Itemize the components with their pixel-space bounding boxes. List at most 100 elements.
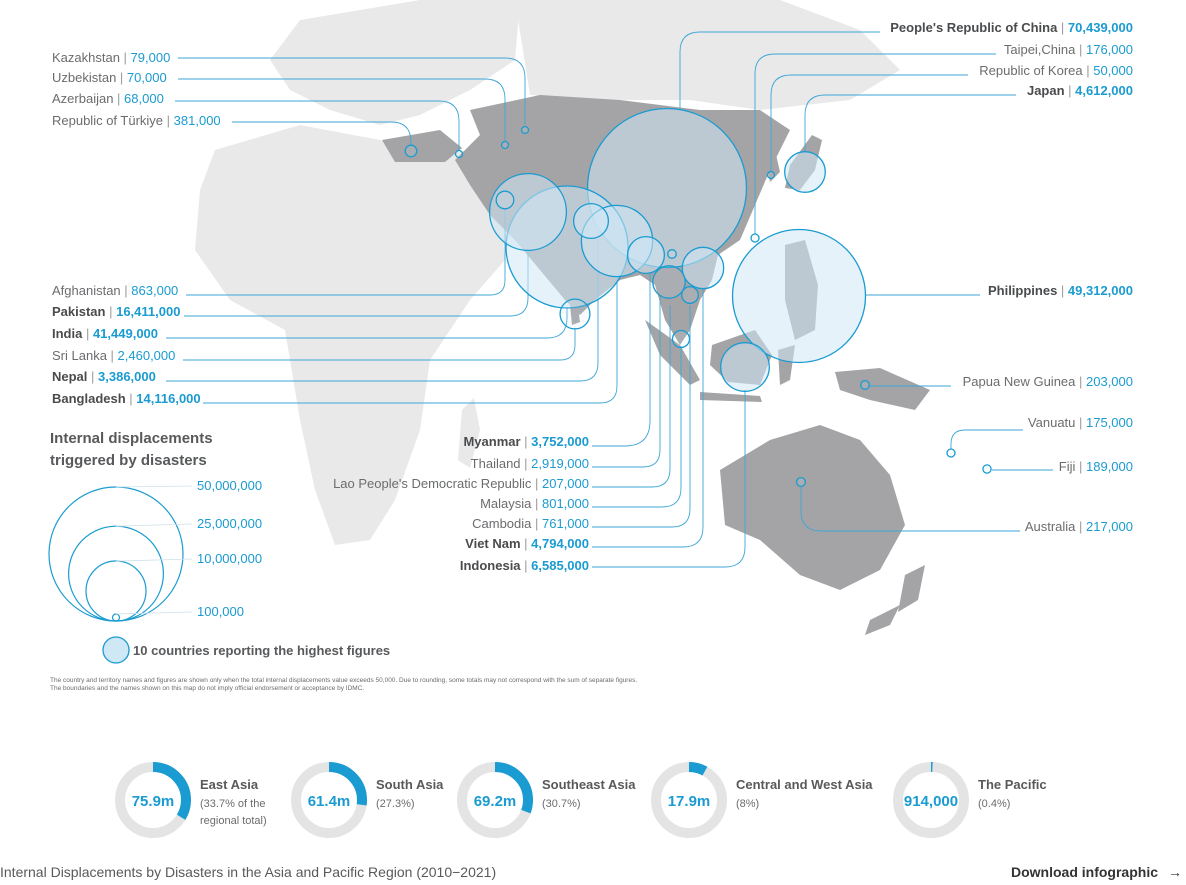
leader-uzbekistan [178,78,506,141]
bubble-malaysia[interactable] [671,329,691,349]
label-separator: | [521,456,532,471]
label-separator: | [521,536,532,551]
label-country-value: 203,000 [1086,374,1133,389]
leader-pakistan [184,250,529,317]
label-country-value: 801,000 [542,496,589,511]
donut-region-name: Central and West Asia [736,777,873,792]
donut-region-name: The Pacific [978,777,1047,792]
label-country-value: 863,000 [131,283,178,298]
label-republic-of-korea: Republic of Korea | 50,000 [979,63,1133,78]
bubble-japan[interactable] [784,151,826,193]
bubble-pakistan[interactable] [488,172,568,252]
label-afghanistan: Afghanistan | 863,000 [52,283,178,298]
label-thailand: Thailand | 2,919,000 [471,456,589,471]
landmass-new-zealand-south [865,605,900,635]
label-country-name: Cambodia [472,516,532,531]
label-country-name: Azerbaijan [52,91,113,106]
label-azerbaijan: Azerbaijan | 68,000 [52,91,164,106]
legend-ring-0 [48,486,184,622]
bubble-nepal[interactable] [572,202,610,240]
leader-people-s-republic-of-china [679,31,880,110]
bubble-republic-of-korea[interactable] [766,170,776,180]
label-bangladesh: Bangladesh | 14,116,000 [52,391,201,406]
landmass-sumatra [645,320,700,385]
donut-arc [291,762,367,838]
label-separator: | [116,70,127,85]
legend-ring-1 [67,525,165,622]
label-country-name: Kazakhstan [52,50,120,65]
leader-thailand [592,296,661,468]
donut-center-value: 69.2m [474,793,517,810]
bubble-lao-people-s-democratic-republic[interactable] [667,249,677,259]
country-labels: Kazakhstan | 79,000 Uzbekistan | 70,000 Az… [52,20,1133,573]
bubble-fiji[interactable] [982,464,992,474]
leader-nepal [166,240,599,382]
bubble-vanuatu[interactable] [946,448,956,458]
leader-taipei-china [754,53,996,234]
label-lao-people-s-democratic-republic: Lao People's Democratic Republic | 207,0… [333,476,589,491]
label-separator: | [1075,374,1086,389]
label-separator: | [1083,63,1094,78]
bubble-uzbekistan[interactable] [500,140,510,150]
leader-malaysia [592,346,682,508]
label-india: India | 41,449,000 [52,326,158,341]
label-country-name: Vanuatu [1028,415,1075,430]
label-country-value: 189,000 [1086,459,1133,474]
donut-the-pacific: 914,000 The Pacific (0.4%) [893,762,1047,838]
download-label: Download infographic [1011,864,1158,880]
donut-east-asia: 75.9m East Asia (33.7% of the regional tota… [115,762,267,838]
label-country-value: 50,000 [1093,63,1133,78]
bubble-myanmar[interactable] [626,235,666,275]
label-country-value: 176,000 [1086,42,1133,57]
leader-australia [800,486,1020,532]
legend-size-label-0: 50,000,000 [197,478,262,493]
donut-south-asia: 61.4m South Asia (27.3%) [291,762,444,838]
bubble-kazakhstan[interactable] [520,125,530,135]
bubble-papua-new-guinea[interactable] [860,380,870,390]
label-separator: | [1057,20,1068,35]
bubble-cambodia[interactable] [681,286,699,304]
donut-center-value: 17.9m [668,793,711,810]
legend-size-label-2: 10,000,000 [197,551,262,566]
label-country-name: Philippines [988,283,1057,298]
leader-vanuatu [950,429,1023,449]
label-viet-nam: Viet Nam | 4,794,000 [465,536,589,551]
label-country-value: 175,000 [1086,415,1133,430]
label-uzbekistan: Uzbekistan | 70,000 [52,70,167,85]
bubble-philippines[interactable] [731,228,867,364]
label-separator: | [1075,415,1086,430]
bubble-republic-of-t-rkiye[interactable] [404,144,418,158]
legend-size-label-1: 25,000,000 [197,516,262,531]
label-people-s-republic-of-china: People's Republic of China | 70,439,000 [890,20,1133,35]
bubble-azerbaijan[interactable] [454,149,464,159]
label-country-name: Uzbekistan [52,70,116,85]
label-kazakhstan: Kazakhstan | 79,000 [52,50,170,65]
label-country-name: Papua New Guinea [963,374,1077,389]
label-separator: | [521,434,532,449]
label-separator: | [87,369,98,384]
bubble-sri-lanka[interactable] [559,298,591,330]
bubble-australia[interactable] [795,476,807,488]
leader-azerbaijan [175,100,460,150]
legend-tick-3 [115,611,193,615]
label-country-name: Bangladesh [52,391,126,406]
label-country-value: 79,000 [131,50,171,65]
bubble-indonesia[interactable] [720,342,770,392]
bubble-taipei-china[interactable] [750,233,760,243]
label-country-value: 4,612,000 [1075,83,1133,98]
bubble-thailand[interactable] [652,265,686,299]
landmass-new-zealand [898,565,925,612]
label-malaysia: Malaysia | 801,000 [480,496,589,511]
bubble-afghanistan[interactable] [495,190,515,210]
leader-republic-of-korea [770,74,968,171]
label-japan: Japan | 4,612,000 [1027,83,1133,98]
label-indonesia: Indonesia | 6,585,000 [460,558,589,573]
label-country-value: 207,000 [542,476,589,491]
label-fiji: Fiji | 189,000 [1059,459,1133,474]
bubble-viet-nam[interactable] [681,246,725,290]
label-country-value: 3,752,000 [531,434,589,449]
leader-cambodia [592,305,691,528]
label-nepal: Nepal | 3,386,000 [52,369,156,384]
download-infographic-link[interactable]: Download infographic → [1011,864,1182,880]
